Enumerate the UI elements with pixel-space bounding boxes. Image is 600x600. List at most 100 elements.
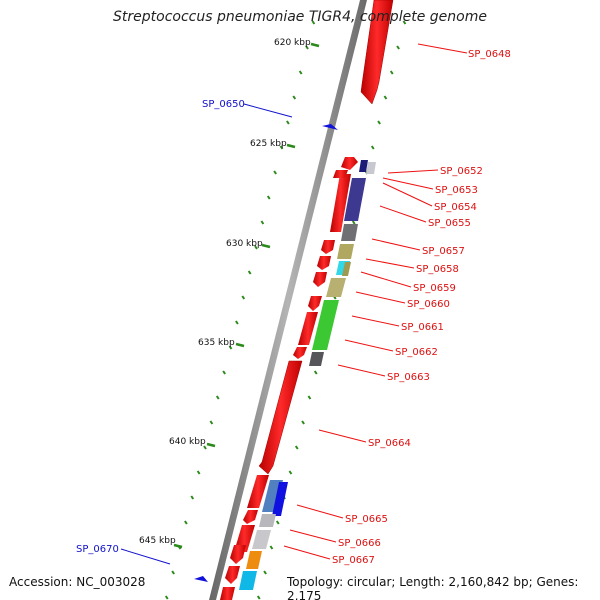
gene-cyan-bottom[interactable] — [239, 571, 257, 590]
gene-sp0657[interactable] — [341, 224, 358, 241]
gc-tick-left — [164, 595, 169, 600]
tick-mark-645 — [173, 543, 183, 549]
cds-block-f[interactable] — [230, 545, 246, 564]
tick-mark-625 — [286, 143, 296, 149]
gene-sp0660[interactable] — [326, 278, 346, 297]
gene-label-sp0653[interactable]: SP_0653 — [435, 185, 478, 196]
cds-block-h[interactable] — [220, 587, 235, 600]
cds-block-d[interactable] — [243, 510, 258, 524]
gc-tick-left — [286, 120, 290, 125]
gene-label-sp0663[interactable]: SP_0663 — [387, 372, 430, 383]
cds-block-c[interactable] — [247, 475, 269, 508]
cds-sp0660-arrow[interactable] — [308, 296, 322, 311]
leader-lines — [283, 43, 468, 560]
gene-sp0666[interactable] — [259, 514, 276, 527]
gc-tick-right — [294, 445, 299, 450]
gene-sp0661[interactable] — [312, 300, 339, 350]
gc-tick-left — [184, 520, 188, 525]
gc-plot-left — [164, 20, 316, 600]
gc-tick-left — [203, 445, 207, 450]
gene-sp0650[interactable] — [322, 124, 338, 130]
accession-text: Accession: NC_003028 — [9, 575, 146, 589]
cds-sp0658-arrow[interactable] — [317, 256, 331, 270]
cds-sp0648[interactable] — [360, 0, 394, 105]
gc-tick-right — [275, 520, 280, 525]
gc-tick-right — [256, 595, 261, 600]
cds-sp0664[interactable] — [258, 360, 303, 475]
gene-sp0655[interactable] — [344, 178, 366, 221]
cds-block-b[interactable] — [298, 312, 318, 345]
gc-tick-left — [241, 295, 246, 300]
tick-mark-630 — [261, 243, 271, 249]
cds-block-a[interactable] — [330, 174, 351, 232]
gc-tick-right — [263, 570, 267, 575]
gene-labels: SP_0648 SP_0650 SP_0652 SP_0653 SP_0654 … — [76, 49, 511, 566]
gene-label-sp0666[interactable]: SP_0666 — [338, 538, 381, 549]
cds-features — [220, 0, 394, 600]
cds-block-a-arrow[interactable] — [333, 170, 348, 178]
tick-mark-640 — [206, 442, 216, 448]
gene-label-sp0648[interactable]: SP_0648 — [468, 49, 511, 60]
gene-label-sp0667[interactable]: SP_0667 — [332, 555, 375, 566]
gene-sp0665-b[interactable] — [272, 482, 288, 516]
tick-label-625: 625 kbp — [250, 139, 287, 149]
gene-label-sp0661[interactable]: SP_0661 — [401, 322, 444, 333]
gene-label-sp0658[interactable]: SP_0658 — [416, 264, 459, 275]
genome-title: Streptococcus pneumoniae TIGR4, complete… — [113, 9, 487, 25]
gene-label-sp0659[interactable]: SP_0659 — [413, 283, 456, 294]
cds-block-g[interactable] — [225, 566, 240, 584]
gc-tick-left — [260, 220, 265, 225]
gc-tick-left — [305, 45, 309, 50]
gene-label-sp0652[interactable]: SP_0652 — [440, 166, 483, 177]
gene-orange[interactable] — [246, 551, 262, 569]
gc-tick-left — [292, 95, 297, 100]
gc-tick-left — [298, 70, 303, 75]
gc-tick-right — [383, 95, 388, 100]
gc-tick-right — [402, 20, 407, 25]
kbp-ticks: 620 kbp 625 kbp 630 kbp 635 kbp 640 kbp … — [139, 38, 320, 549]
gc-tick-left — [273, 170, 277, 175]
gene-label-sp0650[interactable]: SP_0650 — [202, 99, 245, 110]
gc-tick-right — [377, 120, 381, 125]
cds-sp0662-arrow[interactable] — [293, 347, 307, 359]
leader-lines-blue — [120, 103, 293, 565]
gene-sp0658[interactable] — [337, 244, 354, 259]
gene-label-sp0654[interactable]: SP_0654 — [434, 202, 477, 213]
gene-label-sp0670[interactable]: SP_0670 — [76, 544, 119, 555]
tick-label-620: 620 kbp — [274, 38, 311, 48]
gc-tick-right — [301, 420, 305, 425]
gc-tick-right — [389, 70, 394, 75]
gene-sp0663[interactable] — [309, 352, 324, 366]
gc-tick-left — [266, 195, 271, 200]
gene-sp0665-a[interactable] — [262, 480, 283, 512]
gene-label-sp0655[interactable]: SP_0655 — [428, 218, 471, 229]
gene-sp0659-olive[interactable] — [342, 262, 351, 276]
cds-sp0652-arrow[interactable] — [341, 157, 358, 170]
cds-sp0657-arrow[interactable] — [321, 240, 335, 254]
tick-label-640: 640 kbp — [169, 437, 206, 447]
gene-label-sp0657[interactable]: SP_0657 — [422, 246, 465, 257]
gc-tick-right — [351, 220, 356, 225]
gene-sp0652-navy[interactable] — [359, 160, 368, 172]
gene-sp0652-grey[interactable] — [366, 162, 376, 174]
gene-label-sp0665[interactable]: SP_0665 — [345, 514, 388, 525]
gene-label-sp0662[interactable]: SP_0662 — [395, 347, 438, 358]
gc-tick-left — [190, 495, 195, 500]
gc-tick-right — [396, 45, 400, 50]
gc-tick-right — [307, 395, 312, 400]
cds-sp0659-arrow[interactable] — [313, 272, 327, 287]
gc-tick-left — [215, 395, 220, 400]
gc-tick-left — [222, 370, 226, 375]
gene-sp0670[interactable] — [194, 576, 208, 582]
tick-label-645: 645 kbp — [139, 536, 176, 546]
gc-tick-left — [279, 145, 284, 150]
tick-label-635: 635 kbp — [198, 338, 235, 348]
gc-tick-right — [370, 145, 375, 150]
gene-sp0667[interactable] — [252, 530, 271, 549]
gc-tick-left — [196, 470, 201, 475]
gene-label-sp0664[interactable]: SP_0664 — [368, 438, 411, 449]
genome-backbone — [209, 0, 367, 600]
gene-label-sp0660[interactable]: SP_0660 — [407, 299, 450, 310]
gc-tick-left — [311, 20, 316, 25]
